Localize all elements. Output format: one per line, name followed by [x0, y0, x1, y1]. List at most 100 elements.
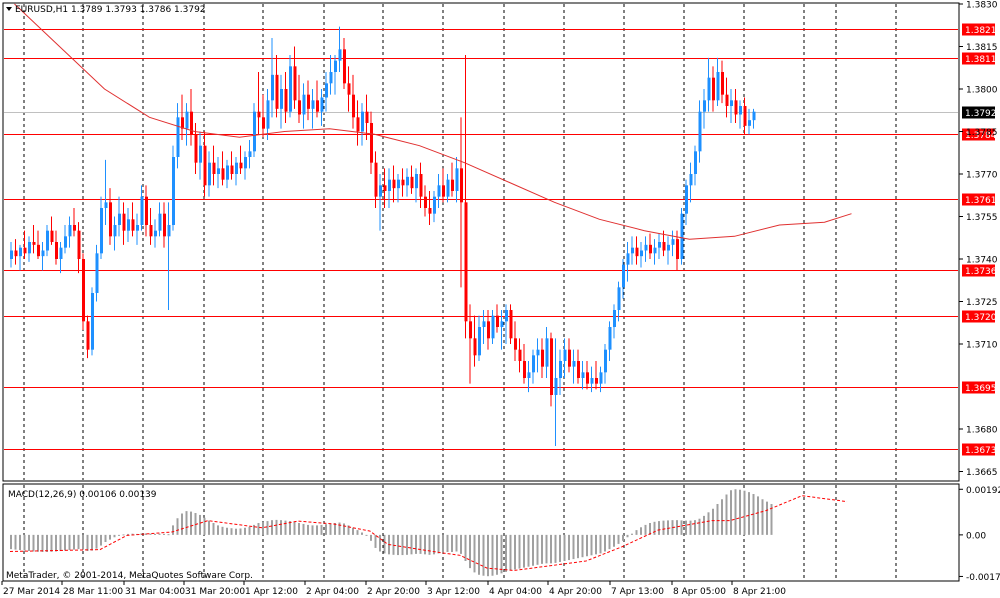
macd-bar	[82, 534, 84, 550]
macd-bar	[365, 534, 368, 536]
candle-body	[482, 321, 486, 327]
macd-bar	[73, 534, 75, 550]
macd-bar	[446, 534, 449, 552]
macd-bar	[437, 534, 440, 554]
candle-body	[257, 111, 261, 118]
candle-body	[199, 145, 202, 163]
macd-bar	[640, 527, 642, 535]
macd-bar	[167, 534, 170, 536]
macd-bar	[50, 534, 53, 552]
candle-body	[437, 185, 441, 197]
macd-bar	[235, 528, 237, 535]
macd-bar	[523, 534, 525, 568]
macd-bar	[226, 527, 228, 535]
macd-bar	[491, 534, 494, 576]
macd-bar	[379, 534, 381, 552]
candle-body	[595, 378, 598, 384]
candle-body	[586, 372, 589, 384]
macd-bar	[455, 534, 458, 552]
macd-bar	[748, 492, 750, 535]
candle-body	[230, 165, 234, 174]
level-price-label: 1.3720	[965, 313, 997, 323]
candle-body	[158, 213, 162, 231]
macd-bar	[32, 534, 35, 552]
candle-body	[248, 151, 252, 157]
level-price-badge	[962, 381, 995, 394]
candle-body	[32, 242, 36, 245]
candle-body	[541, 349, 544, 367]
candle-body	[608, 327, 612, 350]
macd-bar	[176, 518, 179, 535]
candle-body	[374, 162, 378, 197]
candle-body	[203, 145, 207, 186]
macd-bar	[509, 534, 512, 571]
macd-bar	[118, 534, 120, 536]
candle-body	[113, 225, 117, 237]
macd-bar	[185, 511, 188, 535]
macd-bar	[86, 534, 89, 552]
macd-bar	[361, 532, 363, 535]
horizontal-levels[interactable]: 1.3821 1.3811 1.3784 1.3761 1.3736 1.3720 1.36…	[4, 23, 997, 457]
candle-body	[428, 208, 432, 214]
price-panel-frame	[2, 2, 960, 482]
price-tick-label: 1.3680	[966, 426, 998, 436]
macd-axis: 0.00192 0.00 -0.00175	[959, 486, 1000, 583]
candle-body	[707, 77, 711, 101]
macd-bar	[608, 534, 611, 550]
candle-body	[698, 111, 702, 152]
level-price-label: 1.3695	[965, 384, 997, 394]
macd-bar	[244, 527, 246, 535]
macd-bar	[743, 490, 746, 535]
macd-bar	[68, 534, 71, 551]
macd-bar	[383, 534, 386, 554]
candle-body	[392, 179, 396, 189]
macd-bar	[568, 534, 570, 561]
candle-body	[383, 185, 387, 191]
macd-bar	[55, 534, 57, 552]
candle-body	[658, 242, 661, 248]
candle-body	[721, 72, 724, 95]
macd-bar	[433, 534, 435, 555]
candle-body	[635, 247, 639, 257]
candle-body	[208, 162, 211, 186]
macd-bar	[316, 525, 318, 535]
candle-body	[649, 244, 652, 254]
macd-bar	[685, 520, 687, 535]
candle-body	[460, 168, 463, 203]
candle-body	[271, 74, 274, 101]
dropdown-triangle-icon[interactable]	[6, 7, 12, 11]
level-price-badge	[962, 193, 995, 206]
candle-body	[752, 111, 756, 121]
macd-bar	[329, 523, 332, 535]
macd-bar	[626, 534, 629, 538]
macd-bar	[563, 534, 566, 561]
candle-body	[734, 100, 738, 115]
macd-tick-label: -0.00175	[966, 573, 1000, 583]
macd-bar	[419, 534, 422, 554]
macd-bar	[761, 499, 764, 535]
candle-body	[667, 244, 670, 251]
candle-body	[302, 94, 306, 115]
macd-histogram	[10, 489, 773, 577]
macd-bar	[307, 524, 309, 535]
candle-body	[478, 327, 481, 356]
candle-body	[28, 242, 31, 254]
macd-bar	[203, 517, 206, 535]
macd-bar	[104, 534, 107, 542]
macd-bar	[212, 523, 215, 535]
macd-bar	[163, 533, 165, 535]
macd-bar	[545, 534, 548, 564]
macd-bar	[208, 520, 210, 535]
candle-body	[64, 236, 67, 248]
candle-body	[743, 106, 747, 126]
level-price-label: 1.3811	[965, 55, 997, 65]
macd-bar	[239, 528, 242, 535]
macd-bar	[302, 523, 305, 535]
macd-bar	[91, 534, 93, 551]
candle-body	[46, 230, 49, 251]
candle-body	[685, 185, 688, 214]
macd-bar	[19, 534, 21, 551]
macd-bar	[199, 514, 201, 535]
macd-bar	[334, 523, 336, 535]
